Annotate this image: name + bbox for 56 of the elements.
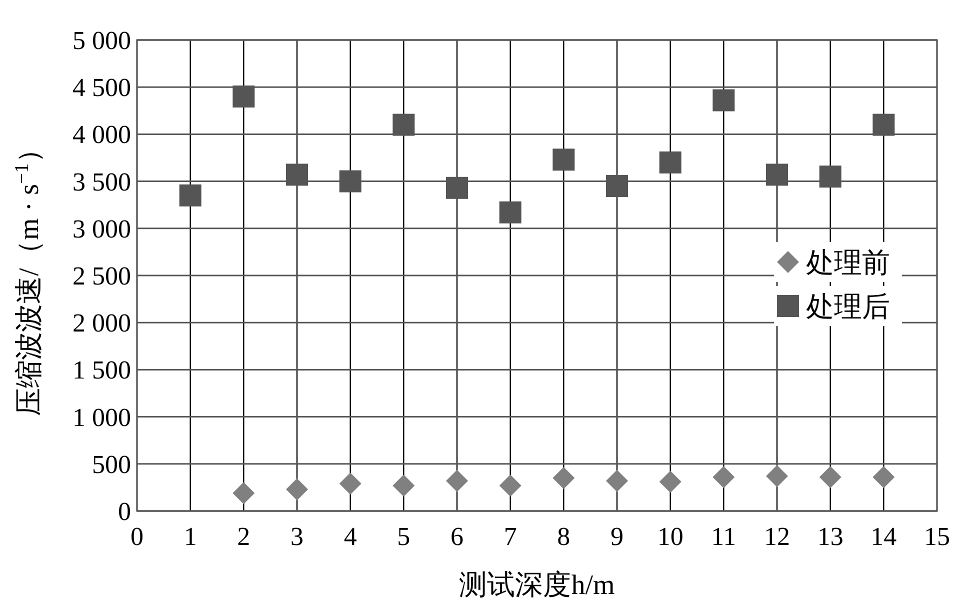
point [659, 151, 682, 174]
x-tick-label: 4 [344, 522, 357, 551]
point [606, 175, 628, 198]
x-tick-label: 13 [817, 522, 844, 551]
x-tick-label: 6 [450, 522, 464, 551]
point [179, 184, 202, 206]
point [552, 148, 575, 171]
y-tick-label: 1 500 [72, 356, 131, 385]
x-tick-label: 5 [397, 522, 410, 551]
point [606, 470, 628, 492]
x-tick-label: 2 [237, 522, 250, 551]
point [446, 470, 468, 492]
point [872, 114, 895, 136]
y-tick-label: 3 500 [72, 167, 131, 196]
y-tick-label: 0 [118, 497, 131, 526]
point [392, 474, 415, 497]
x-tick-label: 15 [924, 522, 950, 551]
point [339, 170, 362, 192]
x-tick-label: 11 [711, 522, 736, 551]
point [552, 467, 575, 490]
point [499, 201, 522, 224]
x-tick-label: 8 [557, 522, 570, 551]
x-tick-label: 1 [184, 522, 197, 551]
point [446, 176, 468, 199]
point [392, 114, 415, 136]
y-tick-label: 2 000 [72, 308, 131, 338]
y-tick-label: 2 500 [72, 262, 131, 290]
point [659, 470, 682, 493]
x-tick-label: 9 [610, 522, 624, 551]
point [766, 465, 788, 488]
x-tick-label: 14 [870, 522, 897, 551]
y-tick-label: 500 [92, 450, 131, 479]
y-tick-label: 1 000 [72, 402, 131, 432]
point [286, 478, 308, 500]
y-tick-label: 4 000 [72, 120, 131, 150]
x-axis-title: 测试深度h/m [459, 570, 615, 601]
x-tick-label: 7 [504, 522, 517, 551]
point [339, 472, 362, 495]
point [232, 86, 255, 108]
point [286, 164, 308, 186]
legend-label: 处理前 [806, 248, 890, 279]
legend-label: 处理后 [806, 292, 890, 323]
x-tick-label: 12 [764, 522, 790, 551]
point [872, 466, 895, 488]
point [232, 482, 255, 504]
y-tick-label: 4 500 [72, 73, 131, 102]
point [499, 474, 522, 497]
point [819, 466, 842, 488]
point [766, 164, 788, 186]
y-tick-label: 3 000 [72, 214, 131, 244]
point [712, 466, 735, 488]
y-tick-label: 5 000 [72, 26, 131, 55]
point [712, 89, 735, 112]
x-tick-label: 10 [657, 522, 684, 551]
x-tick-label: 3 [290, 522, 304, 551]
point [819, 166, 842, 188]
